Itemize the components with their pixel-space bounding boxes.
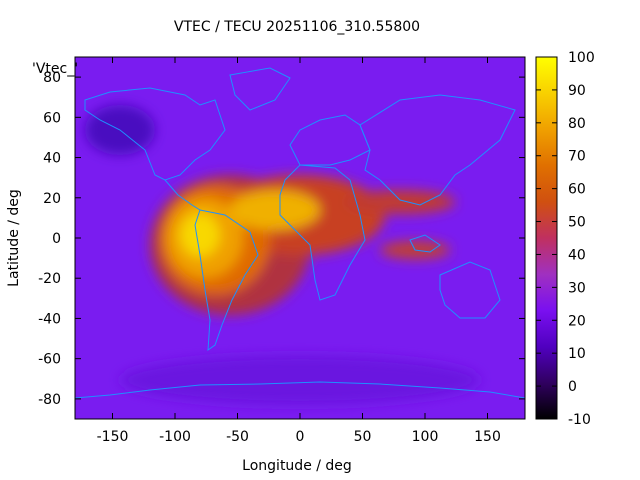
y-tick-label: 0: [52, 231, 61, 247]
colorbar-tick-label: 60: [568, 182, 586, 198]
coast-south-america: [194, 209, 259, 352]
coast-asia: [359, 94, 516, 206]
legend-label: 'Vtec_': [32, 61, 78, 77]
y-tick-label: 60: [43, 110, 61, 126]
colorbar-tick-label: 30: [568, 280, 586, 296]
x-tick-label: -50: [226, 429, 249, 445]
heatmap-field: [75, 57, 525, 419]
x-tick-label: -100: [159, 429, 191, 445]
y-axis: 80 60 40 20 0 -20 -40 -60 -80: [38, 70, 525, 408]
x-axis: -150 -100 -50 0 50 100 150: [97, 57, 501, 445]
y-tick-label: 40: [43, 151, 61, 167]
x-tick-label: -150: [97, 429, 129, 445]
coast-greenland: [229, 67, 291, 111]
y-tick-label: -40: [38, 311, 61, 327]
x-tick-label: 100: [412, 429, 439, 445]
colorbar-tick-label: 100: [568, 50, 595, 66]
dark-patch-south: [120, 355, 480, 405]
coast-africa: [279, 164, 366, 301]
anomaly-peak: [180, 213, 220, 257]
colorbar-tick-label: -10: [568, 412, 591, 428]
colorbar-tick-label: 10: [568, 346, 586, 362]
coast-north-america: [84, 87, 226, 181]
y-tick-label: 80: [43, 70, 61, 86]
colorbar-tick-label: 0: [568, 379, 577, 395]
colorbar-tick-label: 90: [568, 83, 586, 99]
x-tick-label: 150: [474, 429, 501, 445]
colorbar-tick-label: 80: [568, 116, 586, 132]
coast-antarctica: [75, 381, 525, 399]
y-tick-label: -60: [38, 352, 61, 368]
colorbar-tick-label: 20: [568, 313, 586, 329]
coast-indonesia: [409, 234, 441, 253]
y-axis-label: Latitude / deg: [6, 189, 22, 287]
colorbar-tick-label: 70: [568, 149, 586, 165]
y-tick-label: -20: [38, 271, 61, 287]
band-north-asia: [345, 190, 455, 214]
x-tick-label: 0: [296, 429, 305, 445]
y-tick-label: -80: [38, 392, 61, 408]
colorbar-tick-label: 40: [568, 247, 586, 263]
x-axis-label: Longitude / deg: [242, 458, 352, 474]
anomaly-core-east: [230, 190, 320, 230]
coast-australia: [439, 261, 501, 319]
colorbar: [535, 56, 558, 420]
x-tick-label: 50: [354, 429, 372, 445]
coastlines: [75, 67, 525, 399]
coast-central-america: [164, 179, 201, 211]
colorbar-tick-label: 50: [568, 215, 586, 231]
y-tick-label: 20: [43, 191, 61, 207]
chart-title: VTEC / TECU 20251106_310.55800: [174, 19, 420, 35]
